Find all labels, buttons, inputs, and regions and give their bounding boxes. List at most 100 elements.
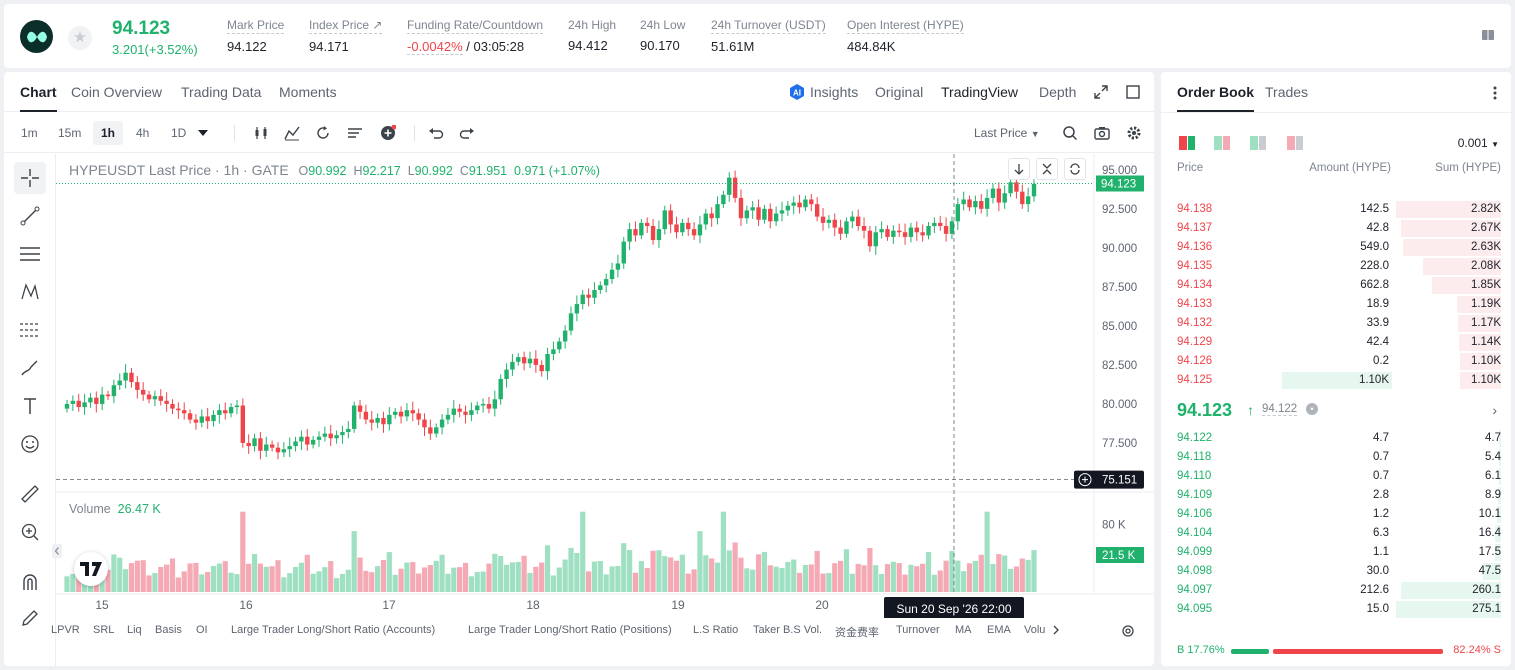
search-icon[interactable] xyxy=(1062,125,1078,141)
stat-index-price[interactable]: Index Price ↗ 94.171 xyxy=(309,18,383,54)
indicator-lt-ls-positions[interactable]: Large Trader Long/Short Ratio (Positions… xyxy=(468,624,672,636)
ask-row[interactable]: 94.135 228.0 2.08K xyxy=(1161,257,1511,276)
precision-select[interactable]: 0.001 ▼ xyxy=(1458,136,1499,150)
camera-icon[interactable] xyxy=(1094,125,1110,141)
view-depth-icon[interactable] xyxy=(1287,136,1303,150)
view-asks-icon[interactable] xyxy=(1250,136,1266,150)
zoom-in-icon[interactable] xyxy=(14,516,46,548)
candlestick-type-icon[interactable] xyxy=(253,125,269,141)
indicator-volume[interactable]: Volu xyxy=(1024,624,1046,636)
tab-trading-data[interactable]: Trading Data xyxy=(181,84,262,100)
stat-funding-rate[interactable]: Funding Rate/Countdown -0.0042% / 03:05:… xyxy=(407,18,544,55)
ask-row[interactable]: 94.138 142.5 2.82K xyxy=(1161,200,1511,219)
volume-bar xyxy=(287,573,293,592)
add-indicator-icon[interactable] xyxy=(380,125,396,141)
tab-chart[interactable]: Chart xyxy=(20,84,57,112)
ask-depth-bar xyxy=(1396,201,1501,218)
indicator-ls-ratio[interactable]: L.S Ratio xyxy=(693,624,739,636)
emoji-tool-icon[interactable] xyxy=(14,428,46,460)
bid-row[interactable]: 94.097 212.6 260.1 xyxy=(1161,581,1511,600)
chevron-down-icon[interactable] xyxy=(198,130,208,136)
indicator-funding-rate[interactable]: 资金费率 xyxy=(835,627,879,639)
magnet-icon[interactable] xyxy=(14,566,46,598)
view-original[interactable]: Original xyxy=(875,84,924,100)
stat-open-interest[interactable]: Open Interest (HYPE) 484.84K xyxy=(847,18,964,54)
view-depth[interactable]: Depth xyxy=(1039,84,1077,100)
indicator-lt-ls-accounts[interactable]: Large Trader Long/Short Ratio (Accounts) xyxy=(231,624,436,636)
undo-icon[interactable] xyxy=(428,125,444,141)
scroll-down-button[interactable] xyxy=(1008,158,1030,180)
indicator-oi[interactable]: OI xyxy=(196,624,208,636)
indicator-taker-bs-vol[interactable]: Taker B.S Vol. xyxy=(753,624,823,636)
indicator-ma[interactable]: MA xyxy=(955,624,972,636)
ask-row[interactable]: 94.134 662.8 1.85K xyxy=(1161,276,1511,295)
ask-row[interactable]: 94.126 0.2 1.10K xyxy=(1161,352,1511,371)
window-icon[interactable] xyxy=(1126,85,1140,99)
bid-row[interactable]: 94.099 1.1 17.5 xyxy=(1161,543,1511,562)
expand-icon[interactable] xyxy=(1094,85,1108,99)
pattern-tool-icon[interactable] xyxy=(14,276,46,308)
horizontal-lines-tool-icon[interactable] xyxy=(14,238,46,270)
crosshair-tool-icon[interactable] xyxy=(14,162,46,194)
view-tradingview[interactable]: TradingView xyxy=(941,84,1019,100)
refresh-chart-button[interactable] xyxy=(1064,158,1086,180)
indicator-ema[interactable]: EMA xyxy=(987,624,1011,636)
bid-row[interactable]: 94.095 15.0 275.1 xyxy=(1161,600,1511,619)
edit-icon[interactable] xyxy=(14,602,46,634)
bid-row[interactable]: 94.106 1.2 10.1 xyxy=(1161,505,1511,524)
view-both-icon[interactable] xyxy=(1179,136,1195,150)
chevron-right-icon[interactable] xyxy=(1052,625,1060,635)
timeframe-1m[interactable]: 1m xyxy=(21,126,38,140)
favorite-star-icon[interactable]: ★ xyxy=(68,26,92,50)
ask-row[interactable]: 94.129 42.4 1.14K xyxy=(1161,333,1511,352)
tab-trades[interactable]: Trades xyxy=(1265,84,1309,100)
view-bids-icon[interactable] xyxy=(1214,136,1230,150)
ask-row[interactable]: 94.137 42.8 2.67K xyxy=(1161,219,1511,238)
indicator-turnover[interactable]: Turnover xyxy=(896,624,940,636)
stat-24h-turnover[interactable]: 24h Turnover (USDT) 51.61M xyxy=(711,18,826,54)
chart-settings-icon[interactable] xyxy=(1121,624,1135,638)
timeframe-4h[interactable]: 4h xyxy=(136,126,150,140)
collapse-panel-icon[interactable] xyxy=(52,544,62,558)
bid-row[interactable]: 94.104 6.3 16.4 xyxy=(1161,524,1511,543)
collapse-chart-button[interactable] xyxy=(1036,158,1058,180)
view-insights[interactable]: Insights xyxy=(810,84,859,100)
indicator-basis[interactable]: Basis xyxy=(155,624,182,636)
timeframe-1d[interactable]: 1D xyxy=(171,126,187,140)
price-source-select[interactable]: Last Price ▼ xyxy=(974,126,1040,140)
bid-row[interactable]: 94.118 0.7 5.4 xyxy=(1161,448,1511,467)
ask-row[interactable]: 94.136 549.0 2.63K xyxy=(1161,238,1511,257)
redo-icon[interactable] xyxy=(459,125,475,141)
replay-icon[interactable] xyxy=(315,125,331,141)
tab-order-book[interactable]: Order Book xyxy=(1177,84,1255,112)
brush-tool-icon[interactable] xyxy=(14,352,46,384)
book-icon[interactable] xyxy=(1481,28,1495,42)
ask-row[interactable]: 94.132 33.9 1.17K xyxy=(1161,314,1511,333)
indicator-lpvr[interactable]: LPVR xyxy=(51,624,80,636)
timeframe-15m[interactable]: 15m xyxy=(58,126,82,140)
ruler-tool-icon[interactable] xyxy=(14,478,46,510)
indicators-icon[interactable] xyxy=(284,125,300,141)
bid-row[interactable]: 94.110 0.7 6.1 xyxy=(1161,467,1511,486)
ask-row[interactable]: 94.125 1.10K 1.10K xyxy=(1161,371,1511,390)
trend-line-tool-icon[interactable] xyxy=(14,200,46,232)
more-options-icon[interactable] xyxy=(1493,86,1497,100)
volume-bar xyxy=(451,567,457,592)
tab-coin-overview[interactable]: Coin Overview xyxy=(71,84,163,100)
tab-moments[interactable]: Moments xyxy=(279,84,337,100)
tradingview-logo[interactable] xyxy=(74,552,108,586)
chevron-right-icon[interactable]: › xyxy=(1492,402,1497,418)
candlestick-chart[interactable]: 95.000 92.500 90.000 87.500 85.000 82.500 80.0… xyxy=(56,154,1154,618)
indicator-srl[interactable]: SRL xyxy=(93,624,115,636)
bid-row[interactable]: 94.109 2.8 8.9 xyxy=(1161,486,1511,505)
indicator-liq[interactable]: Liq xyxy=(127,624,142,636)
timeframe-1h[interactable]: 1h xyxy=(93,121,124,145)
bid-row[interactable]: 94.122 4.7 4.7 xyxy=(1161,429,1511,448)
ask-row[interactable]: 94.133 18.9 1.19K xyxy=(1161,295,1511,314)
text-tool-icon[interactable] xyxy=(14,390,46,422)
gear-icon[interactable] xyxy=(1126,125,1142,141)
fib-tool-icon[interactable] xyxy=(14,314,46,346)
stat-mark-price[interactable]: Mark Price 94.122 xyxy=(227,18,285,54)
bid-row[interactable]: 94.098 30.0 47.5 xyxy=(1161,562,1511,581)
settings-list-icon[interactable] xyxy=(347,125,363,141)
